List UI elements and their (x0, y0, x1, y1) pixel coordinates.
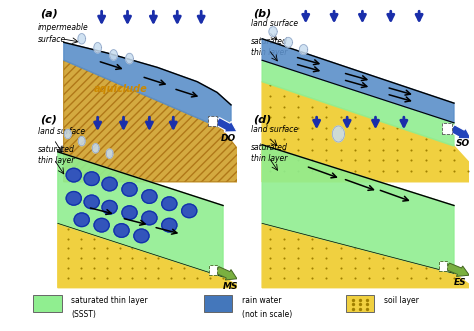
Circle shape (102, 201, 117, 214)
Text: land surface: land surface (251, 19, 298, 28)
Text: (not in scale): (not in scale) (242, 310, 292, 319)
Polygon shape (58, 223, 241, 288)
FancyArrow shape (446, 263, 469, 276)
Polygon shape (262, 82, 474, 182)
Text: soil layer: soil layer (384, 296, 419, 305)
Text: ES: ES (454, 278, 466, 287)
Text: thin layer: thin layer (251, 48, 288, 57)
Circle shape (182, 204, 197, 218)
Text: land surface: land surface (38, 127, 85, 136)
Text: saturated: saturated (251, 143, 288, 152)
FancyBboxPatch shape (33, 295, 62, 312)
Text: thin layer: thin layer (38, 156, 74, 165)
Polygon shape (126, 53, 133, 64)
FancyBboxPatch shape (442, 123, 452, 133)
Circle shape (162, 218, 177, 232)
Text: (c): (c) (40, 114, 57, 124)
Text: saturated: saturated (38, 145, 75, 154)
Circle shape (134, 229, 149, 243)
Circle shape (122, 183, 137, 196)
FancyBboxPatch shape (208, 116, 217, 126)
Circle shape (162, 197, 177, 211)
Text: (b): (b) (254, 8, 272, 19)
FancyArrow shape (449, 125, 472, 139)
Polygon shape (64, 60, 241, 182)
Polygon shape (64, 42, 231, 128)
FancyBboxPatch shape (204, 295, 232, 312)
Polygon shape (284, 37, 292, 47)
Polygon shape (78, 34, 85, 44)
Polygon shape (269, 27, 277, 36)
FancyArrow shape (215, 267, 237, 280)
Text: SO: SO (456, 139, 470, 148)
Polygon shape (262, 145, 454, 273)
Text: land surface: land surface (251, 125, 298, 134)
Polygon shape (106, 149, 113, 158)
Polygon shape (58, 152, 223, 277)
Circle shape (122, 206, 137, 219)
Text: thin layer: thin layer (251, 154, 288, 163)
Polygon shape (332, 126, 345, 142)
Circle shape (66, 192, 82, 205)
Polygon shape (78, 136, 85, 146)
Text: aquiclude: aquiclude (94, 84, 147, 94)
Text: (a): (a) (40, 8, 58, 19)
Text: saturated thin layer: saturated thin layer (71, 296, 148, 305)
Text: impermeable: impermeable (38, 23, 89, 32)
Polygon shape (262, 60, 454, 146)
Circle shape (66, 168, 82, 182)
FancyBboxPatch shape (346, 295, 374, 312)
Text: surface: surface (38, 35, 66, 44)
Polygon shape (94, 43, 101, 53)
Polygon shape (64, 129, 71, 139)
Circle shape (142, 190, 157, 203)
FancyBboxPatch shape (439, 261, 447, 271)
Circle shape (84, 195, 99, 209)
Polygon shape (300, 45, 308, 54)
Text: MS: MS (223, 282, 238, 291)
Text: saturated: saturated (251, 37, 288, 46)
Text: (SSST): (SSST) (71, 310, 96, 319)
Circle shape (74, 213, 89, 227)
FancyBboxPatch shape (209, 265, 217, 275)
Circle shape (114, 224, 129, 237)
Circle shape (142, 211, 157, 225)
FancyArrow shape (215, 118, 237, 132)
Polygon shape (262, 39, 454, 123)
Circle shape (102, 177, 117, 191)
Polygon shape (110, 50, 118, 60)
Circle shape (84, 172, 99, 185)
Text: (d): (d) (254, 114, 272, 124)
Text: rain water: rain water (242, 296, 281, 305)
Circle shape (94, 218, 109, 232)
Polygon shape (92, 144, 99, 153)
Polygon shape (262, 223, 474, 288)
Text: DO: DO (221, 134, 236, 143)
